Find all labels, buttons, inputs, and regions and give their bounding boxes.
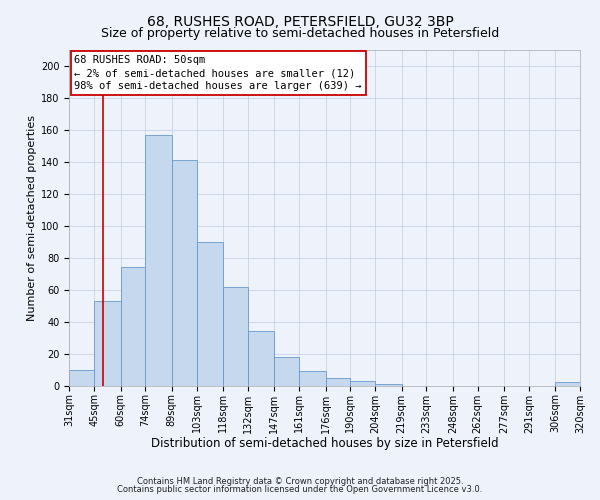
Bar xyxy=(172,160,197,386)
Bar xyxy=(274,357,299,386)
Text: Contains public sector information licensed under the Open Government Licence v3: Contains public sector information licen… xyxy=(118,485,482,494)
Text: Size of property relative to semi-detached houses in Petersfield: Size of property relative to semi-detach… xyxy=(101,28,499,40)
Bar xyxy=(70,370,94,386)
Bar xyxy=(248,332,274,386)
Bar xyxy=(299,372,326,386)
Bar xyxy=(94,301,121,386)
Text: Contains HM Land Registry data © Crown copyright and database right 2025.: Contains HM Land Registry data © Crown c… xyxy=(137,477,463,486)
Bar xyxy=(197,242,223,386)
Y-axis label: Number of semi-detached properties: Number of semi-detached properties xyxy=(27,115,37,321)
Text: 68 RUSHES ROAD: 50sqm
← 2% of semi-detached houses are smaller (12)
98% of semi-: 68 RUSHES ROAD: 50sqm ← 2% of semi-detac… xyxy=(74,55,362,92)
Bar xyxy=(555,382,580,386)
Bar xyxy=(375,384,401,386)
Bar xyxy=(145,134,172,386)
Bar xyxy=(350,381,375,386)
X-axis label: Distribution of semi-detached houses by size in Petersfield: Distribution of semi-detached houses by … xyxy=(151,437,499,450)
Bar xyxy=(326,378,350,386)
Bar xyxy=(121,268,145,386)
Bar xyxy=(223,286,248,386)
Text: 68, RUSHES ROAD, PETERSFIELD, GU32 3BP: 68, RUSHES ROAD, PETERSFIELD, GU32 3BP xyxy=(146,15,454,29)
